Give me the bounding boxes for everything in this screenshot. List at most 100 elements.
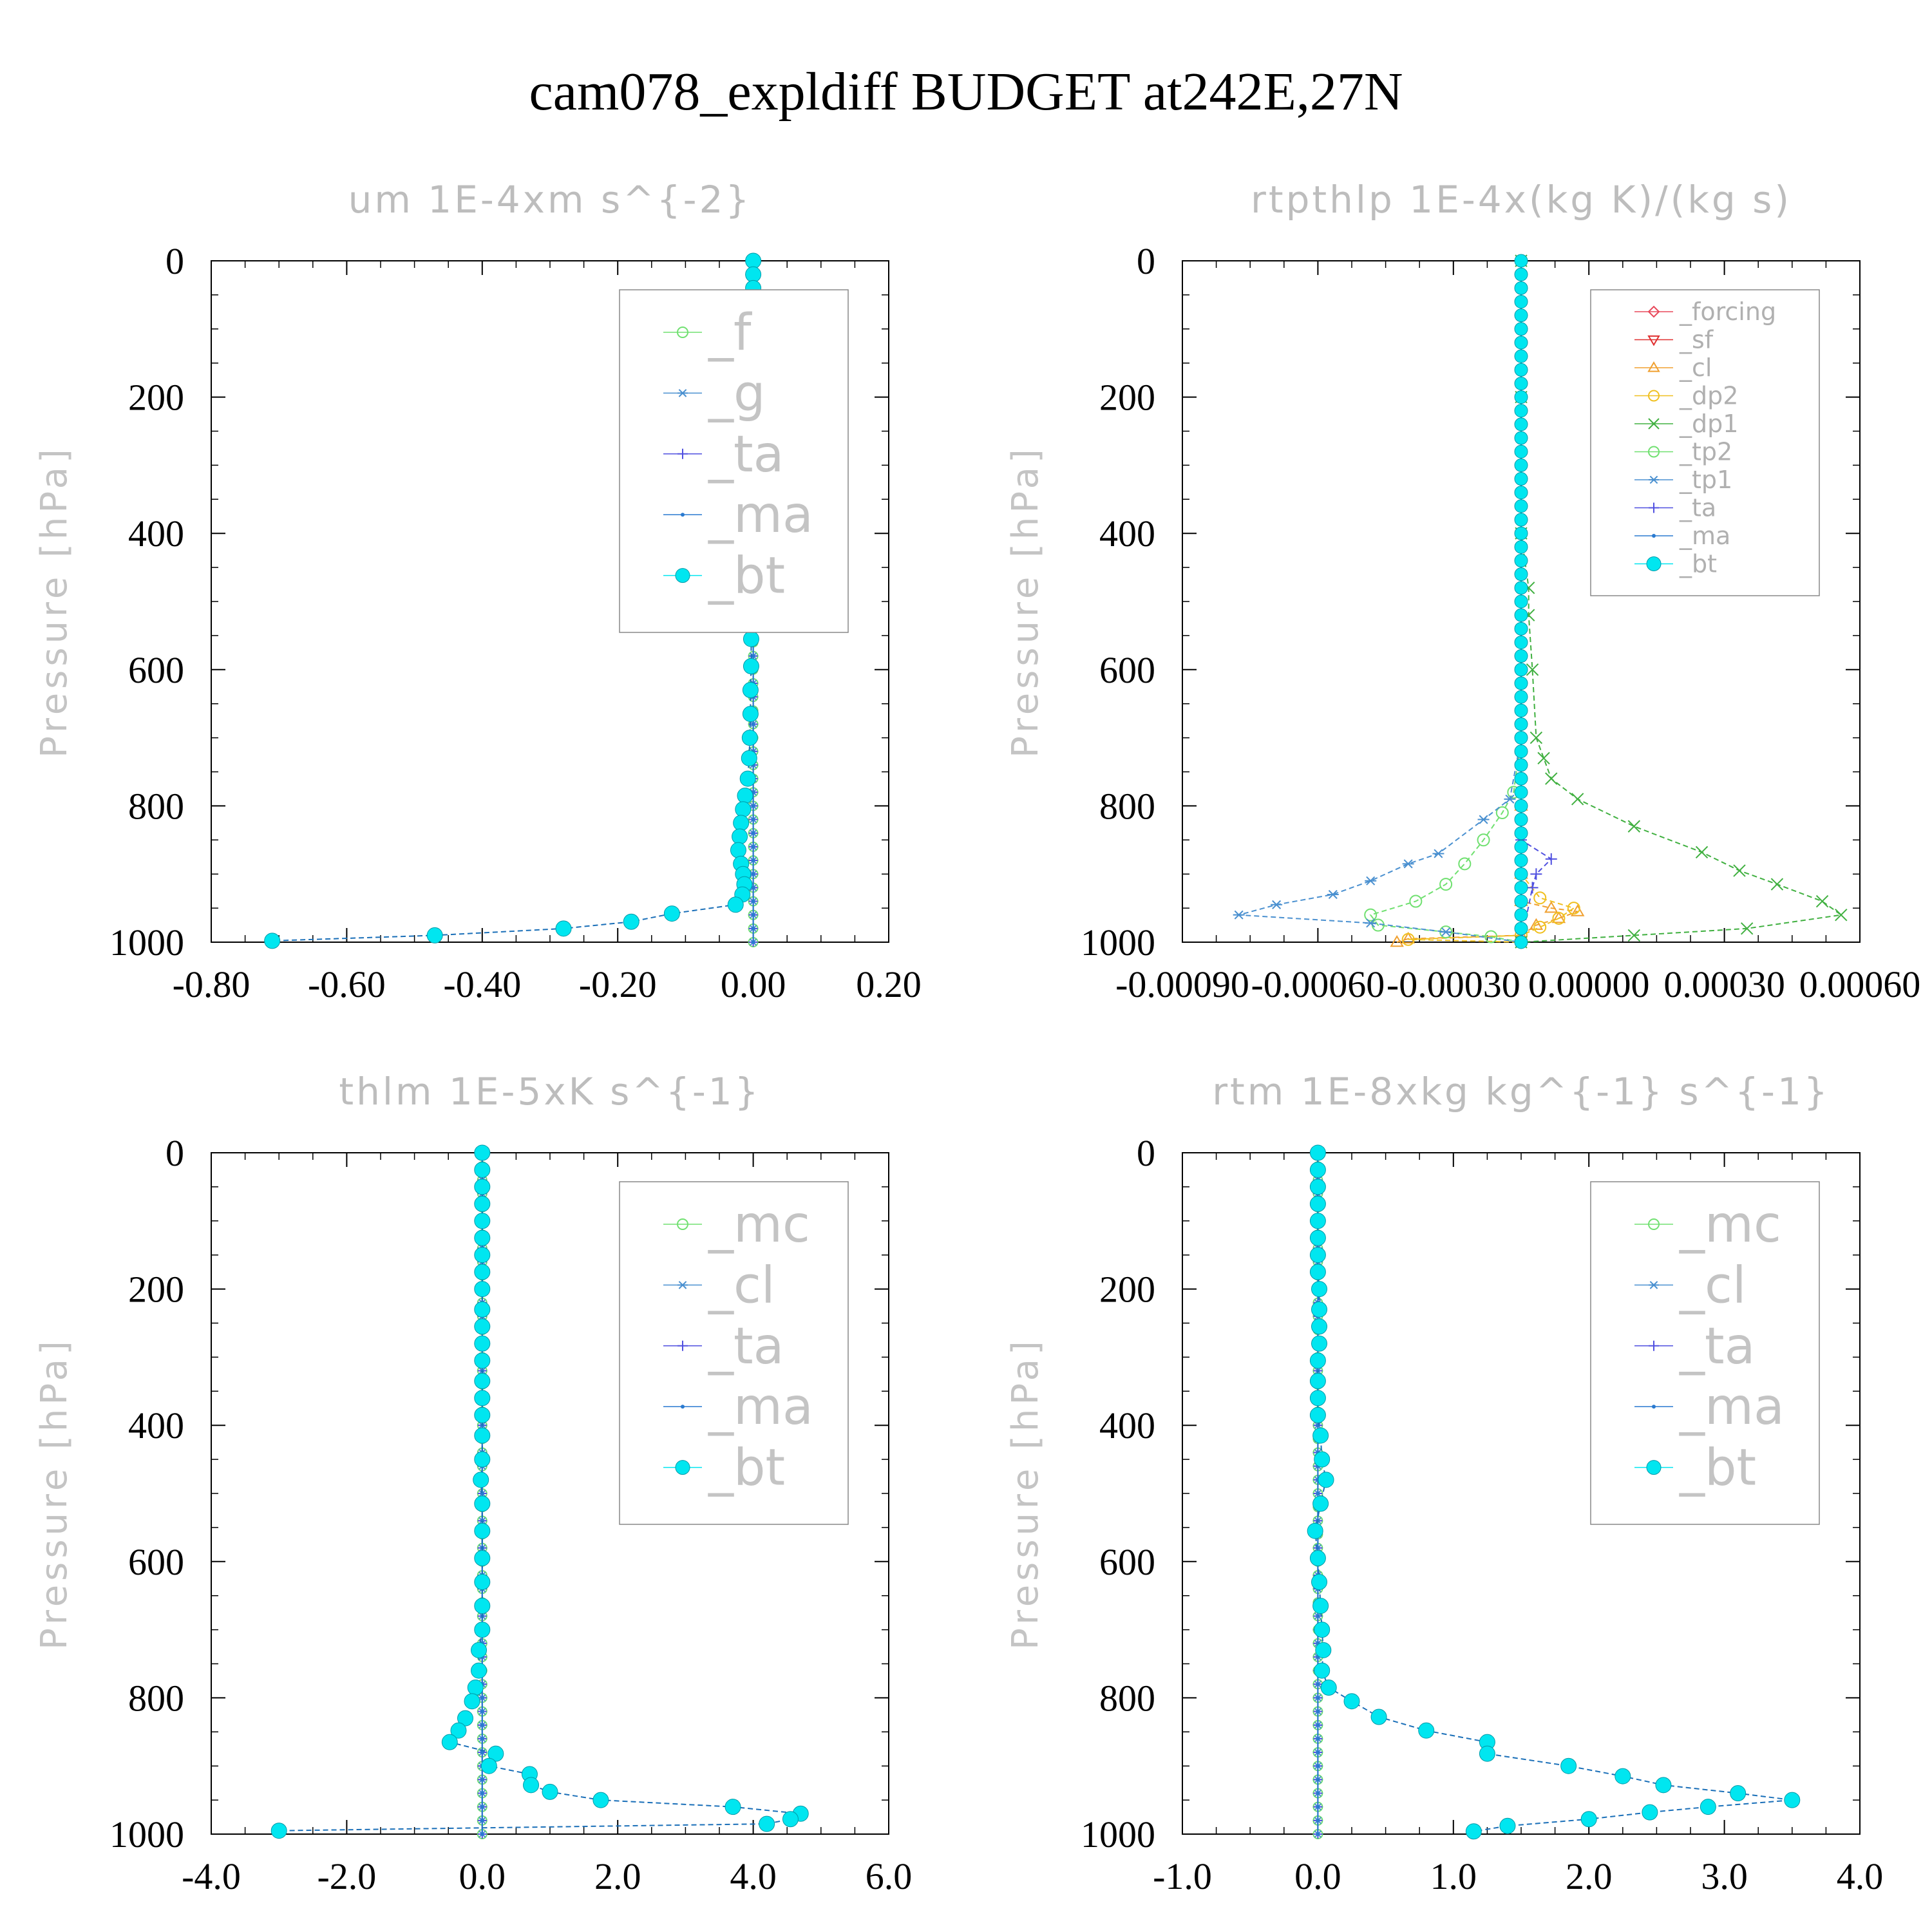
data-point — [1642, 1804, 1658, 1821]
data-point — [426, 927, 443, 943]
y-tick-label: 1000 — [1081, 1814, 1155, 1855]
data-point — [1700, 1799, 1716, 1815]
x-tick-label: -0.00030 — [1387, 963, 1520, 1005]
y-tick-label: 0 — [166, 240, 184, 282]
data-point — [474, 1352, 491, 1369]
data-point — [1514, 922, 1528, 936]
y-tick-label: 800 — [128, 1677, 184, 1719]
data-point — [457, 1710, 473, 1727]
data-point — [1514, 621, 1528, 636]
legend-label: _ta — [708, 426, 784, 484]
panel-title: rtm 1E-8xkg kg^{-1} s^{-1} — [1212, 1070, 1830, 1113]
x-tick-label: 2.0 — [1566, 1855, 1613, 1897]
data-point — [1418, 1722, 1435, 1739]
x-tick-label: 0.00030 — [1663, 963, 1785, 1005]
legend-label: _cl — [708, 1256, 775, 1314]
data-point — [1315, 1642, 1332, 1658]
data-point — [1465, 1823, 1482, 1840]
data-point — [1499, 1817, 1516, 1834]
series-line — [1396, 806, 1578, 943]
data-point — [474, 1281, 491, 1298]
data-point — [480, 1519, 484, 1523]
data-point — [474, 1264, 491, 1280]
data-point — [474, 1598, 491, 1615]
x-tick-label: -4.0 — [182, 1855, 241, 1897]
x-tick-label: 1.0 — [1430, 1855, 1477, 1897]
data-point — [1514, 867, 1528, 881]
data-point — [480, 1791, 484, 1795]
data-point — [450, 1722, 467, 1739]
x-tick-label: 6.0 — [866, 1855, 913, 1897]
x-tick-label: -0.00060 — [1251, 963, 1385, 1005]
data-point — [1552, 911, 1566, 925]
data-point — [1311, 1301, 1328, 1318]
legend-label: _f — [708, 304, 752, 362]
legend-marker — [1648, 418, 1660, 430]
data-point — [474, 1247, 491, 1264]
data-point — [1514, 486, 1528, 500]
data-point — [663, 905, 680, 922]
legend-box — [619, 1181, 849, 1525]
data-point — [1316, 1723, 1320, 1727]
data-point — [1514, 799, 1528, 813]
data-point — [1551, 911, 1566, 923]
data-point — [1365, 876, 1377, 886]
data-point — [441, 1734, 458, 1750]
legend: _forcing_sf_cl_dp2_dp1_tp2_tp1_ta_ma_bt — [1590, 289, 1820, 596]
data-point — [1784, 1792, 1801, 1808]
legend-label: _bt — [1679, 1439, 1756, 1497]
legend-marker — [675, 1460, 690, 1475]
data-point — [745, 252, 762, 269]
data-point — [1479, 1745, 1495, 1762]
data-point — [474, 1550, 491, 1567]
data-point — [1514, 322, 1528, 336]
data-point — [751, 817, 755, 822]
data-point — [1530, 731, 1543, 744]
data-point — [1401, 931, 1416, 944]
data-point — [1309, 1390, 1326, 1406]
data-point — [1316, 1804, 1320, 1809]
data-point — [1309, 1195, 1326, 1212]
data-point — [751, 722, 755, 726]
y-tick-label: 800 — [1099, 785, 1155, 827]
data-point — [1316, 1818, 1320, 1823]
data-point — [1309, 1406, 1326, 1423]
legend-label: _forcing — [1679, 298, 1776, 326]
data-point — [727, 896, 744, 913]
data-point — [555, 920, 572, 937]
x-tick-label: -0.60 — [308, 963, 386, 1005]
data-point — [480, 1777, 484, 1782]
data-point — [1316, 1709, 1320, 1714]
data-point — [1526, 882, 1539, 894]
data-point — [1514, 404, 1528, 418]
legend-label: _cl — [1679, 354, 1712, 382]
data-point — [1233, 910, 1245, 920]
x-tick-label: 4.0 — [730, 1855, 777, 1897]
legend-marker — [677, 389, 688, 397]
data-point — [1311, 1574, 1328, 1591]
data-point — [751, 926, 755, 931]
data-point — [751, 940, 755, 944]
data-point — [1439, 878, 1453, 891]
data-point — [1514, 703, 1528, 717]
series-bt — [270, 1144, 809, 1839]
y-tick-label: 0 — [1137, 240, 1155, 282]
data-point — [1514, 717, 1528, 731]
data-point — [743, 630, 759, 647]
legend-marker — [1649, 1281, 1659, 1289]
y-tick-label: 600 — [1099, 1541, 1155, 1583]
data-point — [1570, 904, 1585, 916]
data-point — [1484, 930, 1498, 943]
data-point — [1402, 859, 1414, 869]
legend-box — [1590, 1181, 1820, 1525]
data-point — [1545, 853, 1557, 865]
y-tick-label: 200 — [128, 377, 184, 419]
legend-marker — [677, 1218, 688, 1230]
y-tick-label: 0 — [1137, 1132, 1155, 1174]
data-point — [480, 1696, 484, 1700]
data-point — [1343, 1693, 1360, 1710]
legend-marker — [1648, 446, 1660, 458]
legend-label: _ta — [1679, 1318, 1755, 1376]
data-point — [1440, 927, 1452, 937]
